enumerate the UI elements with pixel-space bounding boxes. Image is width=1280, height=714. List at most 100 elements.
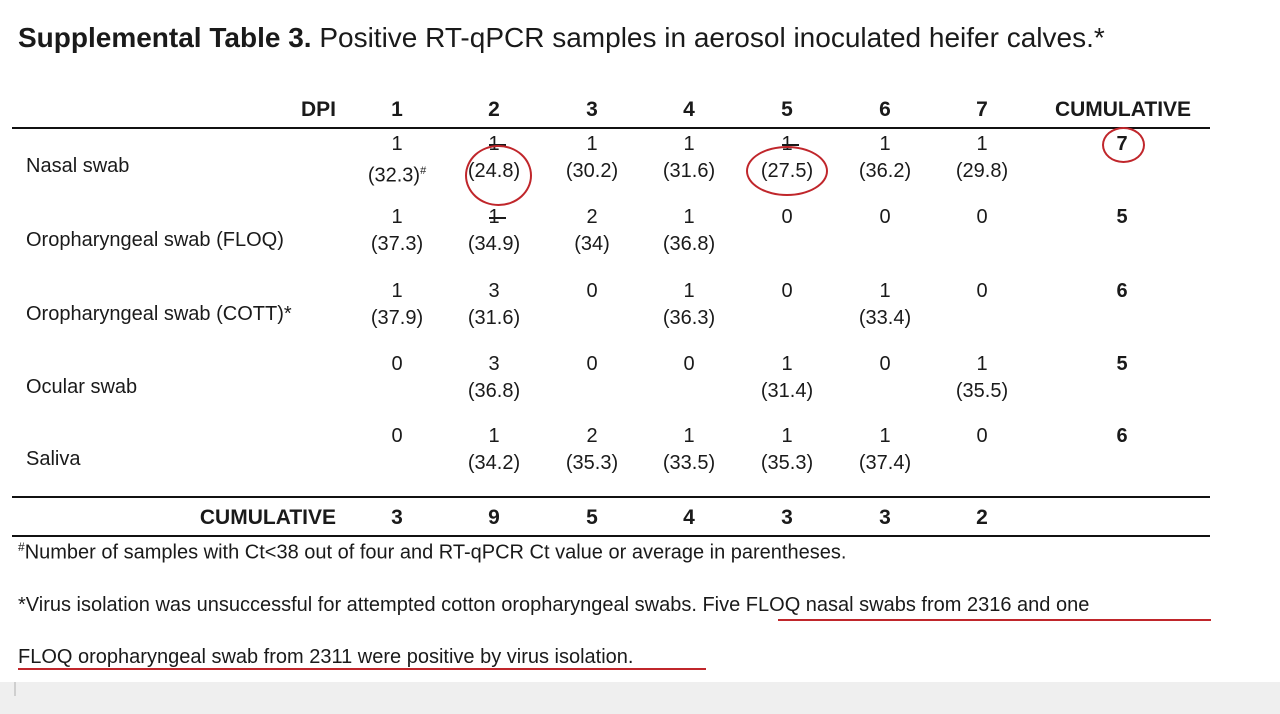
cell-count: 2 bbox=[552, 423, 632, 449]
header-rule bbox=[12, 127, 1210, 129]
cell-count: 0 bbox=[845, 204, 925, 230]
total-value: 3 bbox=[781, 506, 793, 529]
cell-count: 1 bbox=[552, 131, 632, 157]
ct-text: (36.8) bbox=[662, 233, 716, 255]
cell-count: 1 bbox=[649, 423, 729, 449]
ct-text: (29.8) bbox=[955, 160, 1009, 182]
cell-count: 1 bbox=[845, 278, 925, 304]
ct-text: (31.6) bbox=[467, 307, 521, 329]
cell-count-value: 1 bbox=[879, 425, 891, 447]
cell-count-value: 1 bbox=[391, 133, 403, 155]
ct-text: (36.2) bbox=[858, 160, 912, 182]
red-circle-nasal-dpi5 bbox=[746, 146, 828, 196]
cell-ct-value: (35.5) bbox=[937, 378, 1027, 404]
cell-count-value: 2 bbox=[586, 206, 598, 228]
dpi-day-header: 3 bbox=[586, 98, 598, 121]
cell-count-value: 0 bbox=[781, 280, 793, 302]
ct-text: (37.9) bbox=[370, 307, 424, 329]
cell-ct-value: (31.6) bbox=[644, 158, 734, 184]
cell-ct-value: (29.8) bbox=[937, 158, 1027, 184]
cell-count-value: 1 bbox=[781, 425, 793, 447]
cell-count: 1 bbox=[845, 423, 925, 449]
cell-count-value: 1 bbox=[488, 425, 500, 447]
cell-count: 1 bbox=[747, 351, 827, 377]
bottom-bar-divider bbox=[14, 682, 16, 696]
cell-count-value: 0 bbox=[976, 425, 988, 447]
cell-count: 0 bbox=[649, 351, 729, 377]
cell-ct-value: (34.2) bbox=[449, 450, 539, 476]
red-underline-2 bbox=[18, 668, 706, 670]
ct-text: (32.3) bbox=[367, 164, 421, 187]
cell-ct-value: (37.4) bbox=[840, 450, 930, 476]
row-label: Oropharyngeal swab (FLOQ) bbox=[26, 229, 284, 251]
dpi-day-header: 7 bbox=[976, 98, 988, 121]
cell-count-value: 1 bbox=[683, 133, 695, 155]
cell-count-value: 0 bbox=[586, 280, 598, 302]
table-title: Supplemental Table 3. Positive RT-qPCR s… bbox=[18, 22, 1105, 54]
cell-count: 1 bbox=[747, 131, 827, 157]
total-value: 9 bbox=[488, 506, 500, 529]
row-cumulative: 5 bbox=[1116, 206, 1128, 228]
cell-count-value: 1 bbox=[683, 280, 695, 302]
footnote-hash-text: Number of samples with Ct<38 out of four… bbox=[24, 541, 847, 564]
cell-count-value: 1 bbox=[391, 206, 403, 228]
cell-count-value: 1 bbox=[879, 280, 891, 302]
cell-count-value: 1 bbox=[488, 206, 500, 228]
cell-count: 3 bbox=[454, 278, 534, 304]
cell-count-value: 1 bbox=[488, 133, 500, 155]
cell-ct-value: (36.8) bbox=[449, 378, 539, 404]
footnote-hash: #Number of samples with Ct<38 out of fou… bbox=[18, 540, 846, 565]
cell-count: 0 bbox=[747, 204, 827, 230]
red-underline-1 bbox=[778, 619, 1211, 621]
cell-ct-value: (36.8) bbox=[644, 231, 734, 257]
cell-count: 1 bbox=[357, 204, 437, 230]
cell-ct-value: (33.4) bbox=[840, 305, 930, 331]
table-title-text: Positive RT-qPCR samples in aerosol inoc… bbox=[311, 22, 1105, 53]
total-value: 5 bbox=[586, 506, 598, 529]
totals-bottom-rule bbox=[12, 535, 1210, 537]
cell-count: 0 bbox=[552, 351, 632, 377]
cell-ct-value: (34.9) bbox=[449, 231, 539, 257]
total-value: 2 bbox=[976, 506, 988, 529]
row-label: Nasal swab bbox=[26, 155, 130, 177]
table-title-bold: Supplemental Table 3. bbox=[18, 22, 312, 53]
cell-count: 0 bbox=[942, 423, 1022, 449]
cell-count: 2 bbox=[552, 204, 632, 230]
cell-count: 1 bbox=[357, 278, 437, 304]
cell-count-value: 0 bbox=[391, 353, 403, 375]
row-label: Saliva bbox=[26, 448, 81, 470]
ct-text: (33.5) bbox=[662, 452, 716, 474]
cell-count-value: 1 bbox=[976, 133, 988, 155]
cumulative-header: CUMULATIVE bbox=[1054, 98, 1192, 121]
cell-ct-value: (36.2) bbox=[840, 158, 930, 184]
row-cumulative: 5 bbox=[1116, 353, 1128, 375]
cell-ct-value: (33.5) bbox=[644, 450, 734, 476]
ct-text: (35.3) bbox=[565, 452, 619, 474]
ct-text: (34.9) bbox=[467, 233, 521, 255]
row-cumulative: 6 bbox=[1116, 425, 1128, 447]
cell-count-value: 3 bbox=[488, 353, 500, 375]
cell-count: 0 bbox=[942, 204, 1022, 230]
cell-count: 1 bbox=[454, 423, 534, 449]
total-value: 4 bbox=[683, 506, 695, 529]
cell-count: 3 bbox=[454, 351, 534, 377]
cell-count: 0 bbox=[357, 351, 437, 377]
cell-ct-value: (30.2) bbox=[547, 158, 637, 184]
dpi-day-header: 2 bbox=[488, 98, 500, 121]
cell-count: 1 bbox=[454, 131, 534, 157]
cell-count: 0 bbox=[747, 278, 827, 304]
cell-ct-value: (32.3)# bbox=[352, 158, 442, 189]
cell-count-value: 0 bbox=[976, 206, 988, 228]
dpi-day-header: 4 bbox=[683, 98, 695, 121]
ct-text: (37.3) bbox=[370, 233, 424, 255]
cell-count: 1 bbox=[649, 204, 729, 230]
cell-count-value: 0 bbox=[586, 353, 598, 375]
dpi-day-header: 6 bbox=[879, 98, 891, 121]
cell-ct-value: (36.3) bbox=[644, 305, 734, 331]
hash-footnote-mark: # bbox=[420, 165, 427, 177]
cell-count-value: 0 bbox=[683, 353, 695, 375]
cell-count-value: 0 bbox=[879, 206, 891, 228]
dpi-day-header: 1 bbox=[391, 98, 403, 121]
cell-count-value: 1 bbox=[391, 280, 403, 302]
footnote-hash-mark: # bbox=[18, 540, 25, 554]
